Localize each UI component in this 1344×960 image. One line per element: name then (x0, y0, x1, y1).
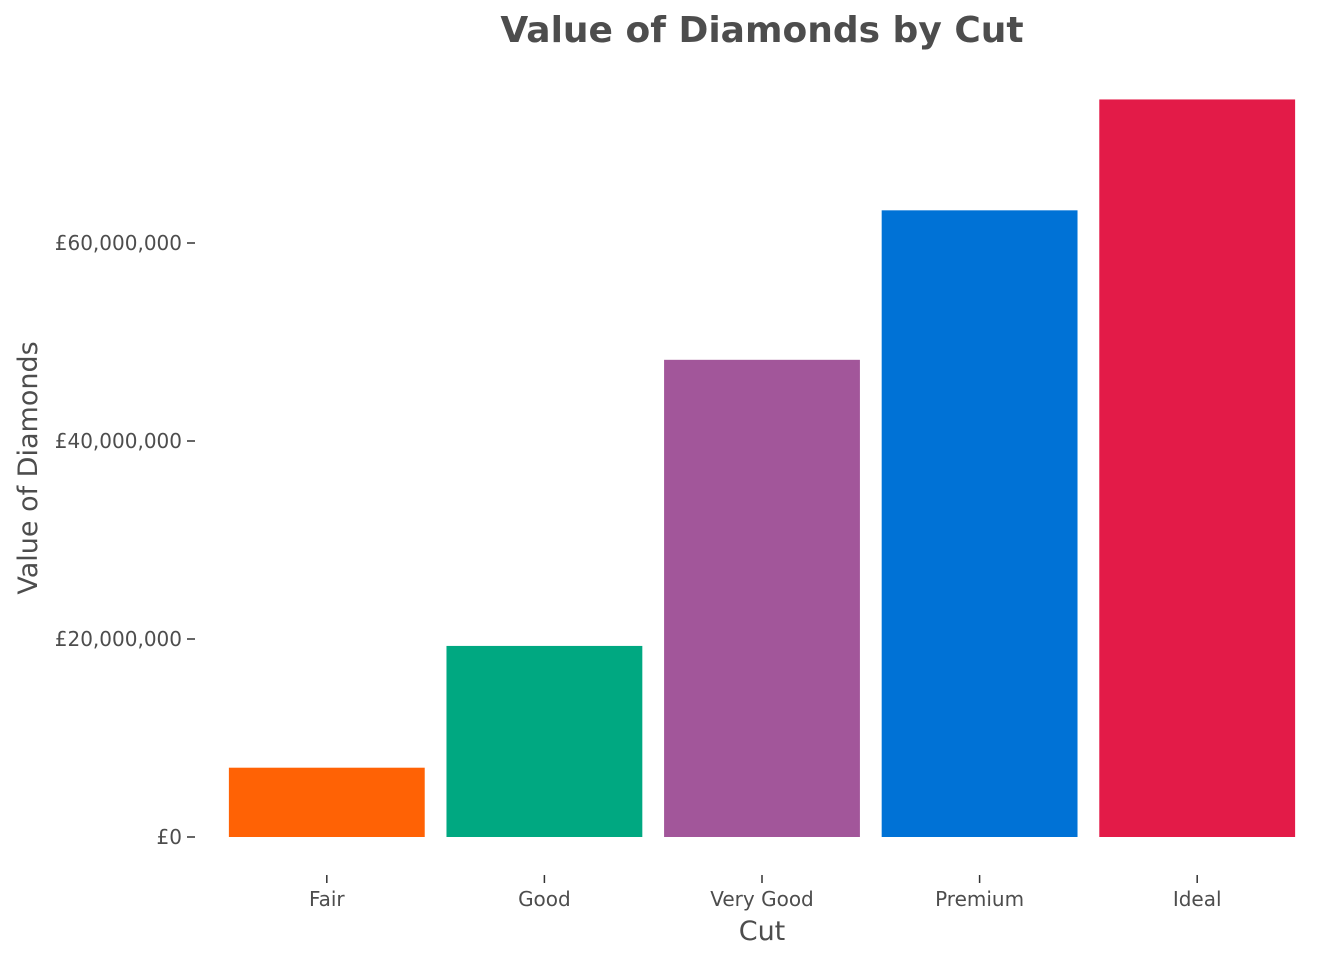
x-axis: Fair Good Very Good Premium Ideal (309, 875, 1222, 911)
bar-ideal (1099, 99, 1296, 837)
chart-title: Value of Diamonds by Cut (500, 10, 1023, 51)
bar-very-good (664, 359, 860, 837)
y-tick-label: £20,000,000 (55, 627, 182, 651)
y-tick-label: £60,000,000 (55, 231, 182, 255)
bar-good (446, 645, 643, 837)
y-tick-label: £40,000,000 (55, 429, 182, 453)
x-tick-label: Good (518, 887, 571, 911)
y-axis: £0 £20,000,000 £40,000,000 £60,000,000 (55, 231, 195, 849)
y-axis-title: Value of Diamonds (13, 341, 44, 594)
x-tick-label: Fair (309, 887, 345, 911)
x-tick-label: Premium (935, 887, 1024, 911)
y-tick-label: £0 (157, 825, 182, 849)
bar-fair (228, 767, 425, 837)
bar-premium (881, 210, 1078, 837)
x-tick-label: Very Good (710, 887, 814, 911)
x-axis-title: Cut (739, 916, 786, 947)
x-tick-label: Ideal (1173, 887, 1222, 911)
bars (228, 99, 1296, 837)
